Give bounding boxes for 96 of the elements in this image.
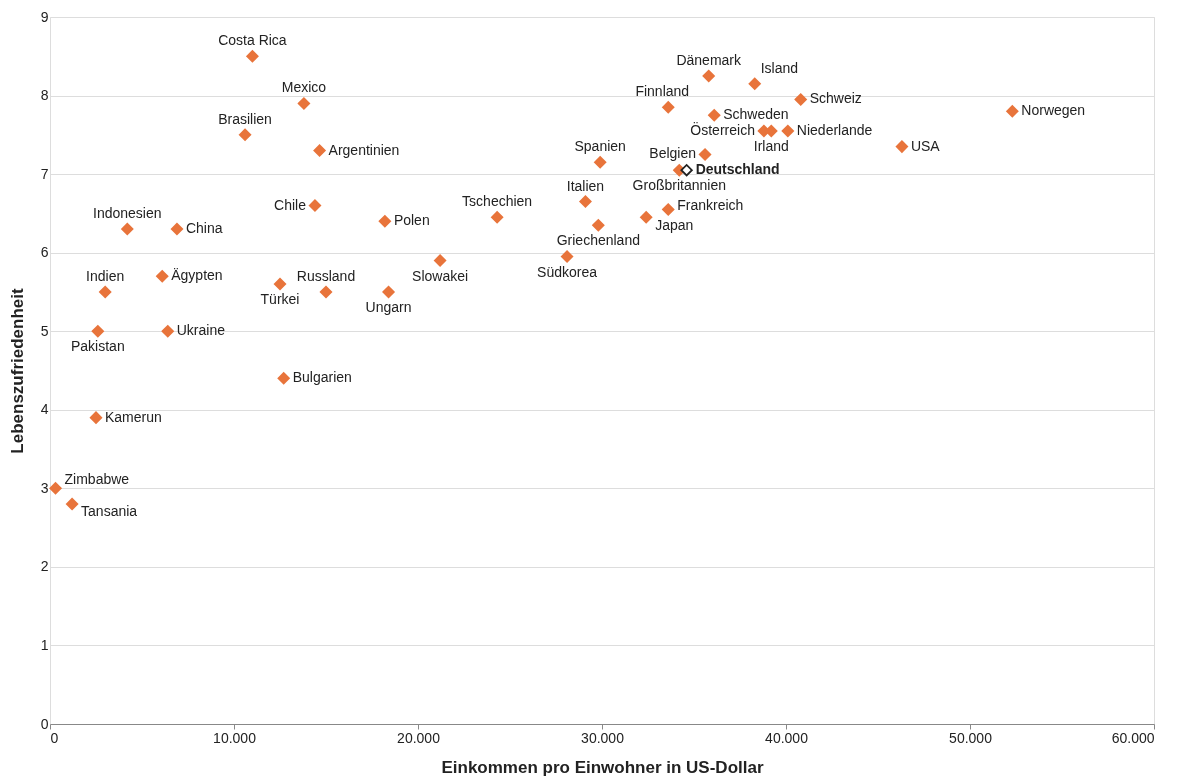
annotation: Polen bbox=[393, 212, 430, 229]
x-tick-label: 10.000 bbox=[213, 729, 257, 746]
annotation: Bulgarien bbox=[292, 369, 352, 386]
annotation: Ungarn bbox=[365, 298, 412, 315]
point bbox=[680, 164, 693, 177]
x-tick-label: 50.000 bbox=[949, 729, 993, 746]
point bbox=[308, 199, 322, 212]
annotation: Ukraine bbox=[176, 322, 226, 339]
annotation: Deutschland bbox=[695, 161, 780, 178]
annotation: Tansania bbox=[81, 503, 138, 520]
annotation: China bbox=[185, 220, 223, 237]
point bbox=[579, 195, 592, 208]
annotation: Costa Rica bbox=[218, 32, 287, 49]
annotation: Frankreich bbox=[677, 197, 744, 214]
annotation: Belgien bbox=[649, 145, 697, 162]
point bbox=[1006, 105, 1019, 118]
annotation: Chile bbox=[274, 196, 307, 213]
point bbox=[49, 482, 62, 495]
point bbox=[238, 128, 252, 141]
point bbox=[662, 203, 675, 216]
annotation: Slowakei bbox=[412, 267, 469, 284]
point bbox=[433, 254, 447, 267]
point bbox=[708, 109, 721, 122]
annotation: Zimbabwe bbox=[64, 471, 130, 488]
point bbox=[490, 211, 504, 224]
annotation: Spanien bbox=[574, 138, 626, 155]
annotation: Tschechien bbox=[462, 193, 533, 210]
y-tick-label: 4 bbox=[40, 401, 49, 418]
point bbox=[91, 325, 104, 338]
point bbox=[297, 97, 311, 110]
annotation: Japan bbox=[655, 217, 694, 234]
x-tick-label: 20.000 bbox=[397, 729, 441, 746]
point bbox=[156, 270, 169, 283]
annotation: Island bbox=[760, 59, 799, 76]
y-tick-label: 6 bbox=[40, 244, 49, 261]
point bbox=[121, 222, 134, 236]
annotation: Österreich bbox=[690, 120, 755, 138]
annotation: Italien bbox=[566, 177, 605, 194]
y-tick-label: 7 bbox=[40, 165, 49, 182]
annotation: Norwegen bbox=[1021, 102, 1086, 119]
point bbox=[592, 219, 605, 232]
annotation: Russland bbox=[296, 267, 356, 284]
annotation: Kamerun bbox=[105, 408, 162, 425]
point bbox=[702, 69, 715, 83]
annotation: Dänemark bbox=[676, 51, 742, 68]
annotation: Großbritannien bbox=[632, 177, 726, 194]
annotation: Südkorea bbox=[537, 263, 598, 280]
point bbox=[895, 140, 909, 153]
y-tick-label: 8 bbox=[40, 87, 49, 104]
y-tick-label: 9 bbox=[40, 8, 49, 25]
point bbox=[765, 124, 778, 138]
x-tick-label: 60.000 bbox=[1111, 729, 1155, 746]
annotation: Mexico bbox=[281, 79, 327, 96]
annotation: Brasilien bbox=[218, 110, 272, 127]
x-tick-label: 40.000 bbox=[765, 729, 809, 746]
point bbox=[99, 285, 112, 299]
annotation: Argentinien bbox=[328, 141, 400, 158]
point bbox=[170, 222, 184, 236]
annotation: Irland bbox=[753, 137, 789, 154]
annotation: Niederlande bbox=[796, 121, 873, 138]
point bbox=[662, 101, 675, 114]
point bbox=[781, 124, 794, 138]
point bbox=[748, 77, 761, 90]
y-tick-label: 0 bbox=[40, 715, 49, 732]
y-tick-label: 2 bbox=[40, 558, 49, 575]
annotation: Indien bbox=[86, 267, 125, 284]
point bbox=[560, 250, 574, 263]
annotation: Indonesien bbox=[93, 205, 162, 222]
point bbox=[794, 93, 807, 106]
x-axis-title: Einkommen pro Einwohner in US-Dollar bbox=[441, 757, 764, 777]
annotation: Griechenland bbox=[556, 232, 640, 249]
point bbox=[89, 411, 103, 424]
point bbox=[246, 50, 259, 63]
annotation: Schweden bbox=[723, 106, 789, 123]
point bbox=[319, 285, 333, 299]
point bbox=[382, 285, 395, 299]
y-axis-title: Lebenszufriedenheit bbox=[7, 288, 27, 454]
point bbox=[313, 144, 326, 157]
annotation: Schweiz bbox=[809, 90, 862, 107]
annotation: Türkei bbox=[260, 291, 300, 308]
annotation: Finnland bbox=[635, 83, 690, 100]
point bbox=[594, 156, 607, 169]
annotation: Pakistan bbox=[70, 338, 125, 355]
point bbox=[698, 148, 712, 161]
point bbox=[65, 497, 79, 511]
x-tick-label: 30.000 bbox=[581, 729, 625, 746]
point bbox=[273, 277, 287, 291]
y-tick-label: 5 bbox=[40, 322, 49, 339]
point bbox=[277, 372, 290, 385]
point bbox=[378, 215, 392, 228]
y-tick-label: 3 bbox=[40, 479, 49, 496]
annotation: USA bbox=[910, 137, 941, 154]
annotation: Ägypten bbox=[171, 267, 223, 284]
y-tick-label: 1 bbox=[40, 636, 49, 653]
point bbox=[161, 325, 174, 338]
point bbox=[640, 211, 653, 224]
